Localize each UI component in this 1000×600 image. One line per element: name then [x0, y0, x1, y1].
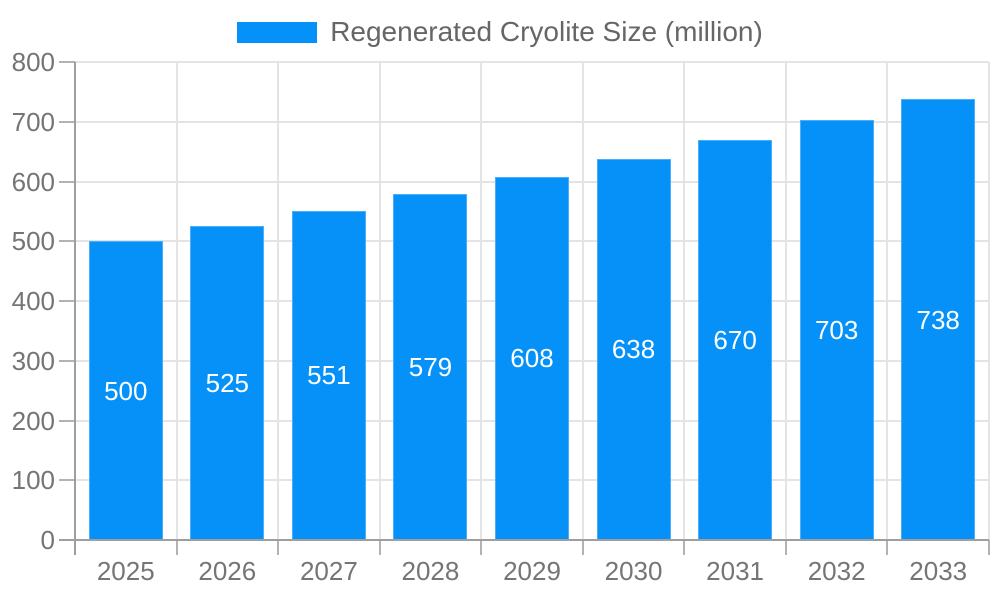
- bar-value-label: 738: [916, 304, 960, 335]
- bar[interactable]: 579: [393, 194, 468, 540]
- bar-value-label: 638: [611, 334, 656, 365]
- y-tick-label: 600: [11, 166, 55, 197]
- y-tick-label: 300: [11, 345, 55, 376]
- bar-value-label: 670: [713, 324, 757, 355]
- y-tick-label: 0: [40, 525, 55, 555]
- x-tick-mark: [886, 540, 889, 555]
- bar[interactable]: 638: [596, 158, 671, 540]
- x-tick-mark: [988, 540, 990, 555]
- x-tick-label: 2028: [401, 556, 460, 586]
- bar[interactable]: 703: [799, 119, 874, 540]
- x-tick-mark: [784, 540, 787, 555]
- legend-swatch-icon: [237, 21, 318, 43]
- gridline-horizontal: [75, 61, 989, 63]
- bar-value-label: 525: [205, 368, 250, 399]
- y-tick-label: 800: [11, 47, 55, 77]
- x-tick-label: 2032: [807, 556, 866, 586]
- y-tick-mark: [59, 120, 75, 123]
- y-tick-label: 500: [11, 226, 55, 257]
- legend-label: Regenerated Cryolite Size (million): [330, 16, 763, 47]
- y-tick-mark: [59, 479, 75, 482]
- y-tick-mark: [59, 61, 75, 63]
- x-tick-label: 2031: [706, 556, 765, 586]
- gridline-vertical: [277, 62, 280, 540]
- bar-value-label: 703: [814, 314, 859, 345]
- gridline-vertical: [175, 62, 178, 540]
- y-tick-label: 400: [11, 286, 55, 316]
- gridline-horizontal: [75, 120, 989, 123]
- y-tick-label: 100: [11, 465, 55, 496]
- bar[interactable]: 670: [698, 139, 773, 540]
- x-tick-label: 2033: [909, 556, 968, 586]
- bar[interactable]: 608: [495, 176, 569, 540]
- y-tick-mark: [59, 359, 75, 362]
- bar[interactable]: 551: [291, 210, 366, 540]
- gridline-vertical: [378, 62, 381, 540]
- bar-value-label: 579: [408, 352, 453, 383]
- x-tick-mark: [581, 540, 584, 555]
- x-tick-mark: [683, 540, 686, 555]
- gridline-vertical: [480, 62, 483, 540]
- gridline-vertical: [683, 62, 686, 540]
- y-tick-label: 200: [11, 405, 55, 436]
- x-tick-label: 2026: [198, 556, 257, 586]
- y-tick-mark: [59, 180, 75, 183]
- y-tick-label: 700: [11, 106, 55, 137]
- bar[interactable]: 738: [901, 99, 976, 540]
- x-axis-line: [59, 539, 989, 541]
- gridline-vertical: [784, 62, 787, 540]
- x-tick-mark: [175, 540, 178, 555]
- x-tick-mark: [378, 540, 381, 555]
- gridline-vertical: [581, 62, 584, 540]
- x-tick-label: 2025: [96, 556, 155, 586]
- bar[interactable]: 500: [88, 241, 163, 540]
- x-tick-label: 2030: [604, 556, 663, 586]
- y-tick-mark: [59, 419, 75, 422]
- bar-value-label: 551: [307, 360, 351, 391]
- bar-value-label: 500: [104, 375, 148, 406]
- bar[interactable]: 525: [190, 226, 265, 540]
- gridline-vertical: [988, 62, 990, 540]
- y-tick-mark: [59, 240, 75, 243]
- gridline-vertical: [886, 62, 889, 540]
- bar-value-label: 608: [510, 343, 554, 374]
- legend-item[interactable]: Regenerated Cryolite Size (million): [0, 18, 1000, 46]
- x-tick-mark: [480, 540, 483, 555]
- x-tick-label: 2027: [299, 556, 358, 586]
- x-tick-label: 2029: [503, 556, 561, 586]
- y-axis-line: [74, 62, 76, 555]
- x-tick-mark: [277, 540, 280, 555]
- y-tick-mark: [59, 300, 75, 302]
